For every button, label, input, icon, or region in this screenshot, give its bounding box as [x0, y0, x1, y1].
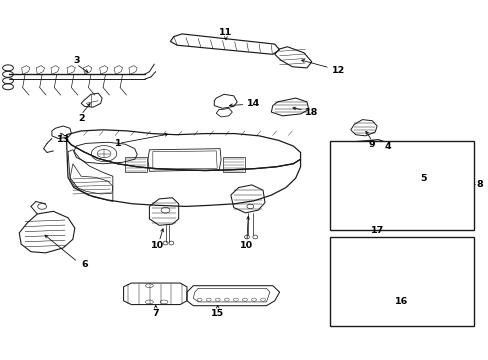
Text: 10: 10 [240, 241, 253, 250]
Text: 1: 1 [115, 139, 122, 148]
Text: 11: 11 [219, 28, 232, 37]
Text: 18: 18 [305, 108, 318, 117]
Text: 10: 10 [151, 241, 164, 250]
Text: 6: 6 [81, 260, 88, 269]
Text: 16: 16 [394, 297, 407, 306]
Bar [329, 237, 473, 326]
Text: 2: 2 [78, 114, 84, 123]
Text: 8: 8 [475, 180, 482, 189]
Text: 5: 5 [420, 174, 427, 183]
Text: 7: 7 [152, 309, 159, 318]
Text: 13: 13 [57, 135, 69, 144]
Text: 12: 12 [331, 66, 344, 75]
Text: 17: 17 [370, 226, 383, 235]
Text: 15: 15 [211, 309, 224, 318]
Text: 3: 3 [73, 56, 80, 65]
Text: 9: 9 [368, 140, 375, 149]
Text: 4: 4 [384, 141, 391, 150]
Text: 14: 14 [246, 99, 259, 108]
Bar [329, 141, 473, 230]
